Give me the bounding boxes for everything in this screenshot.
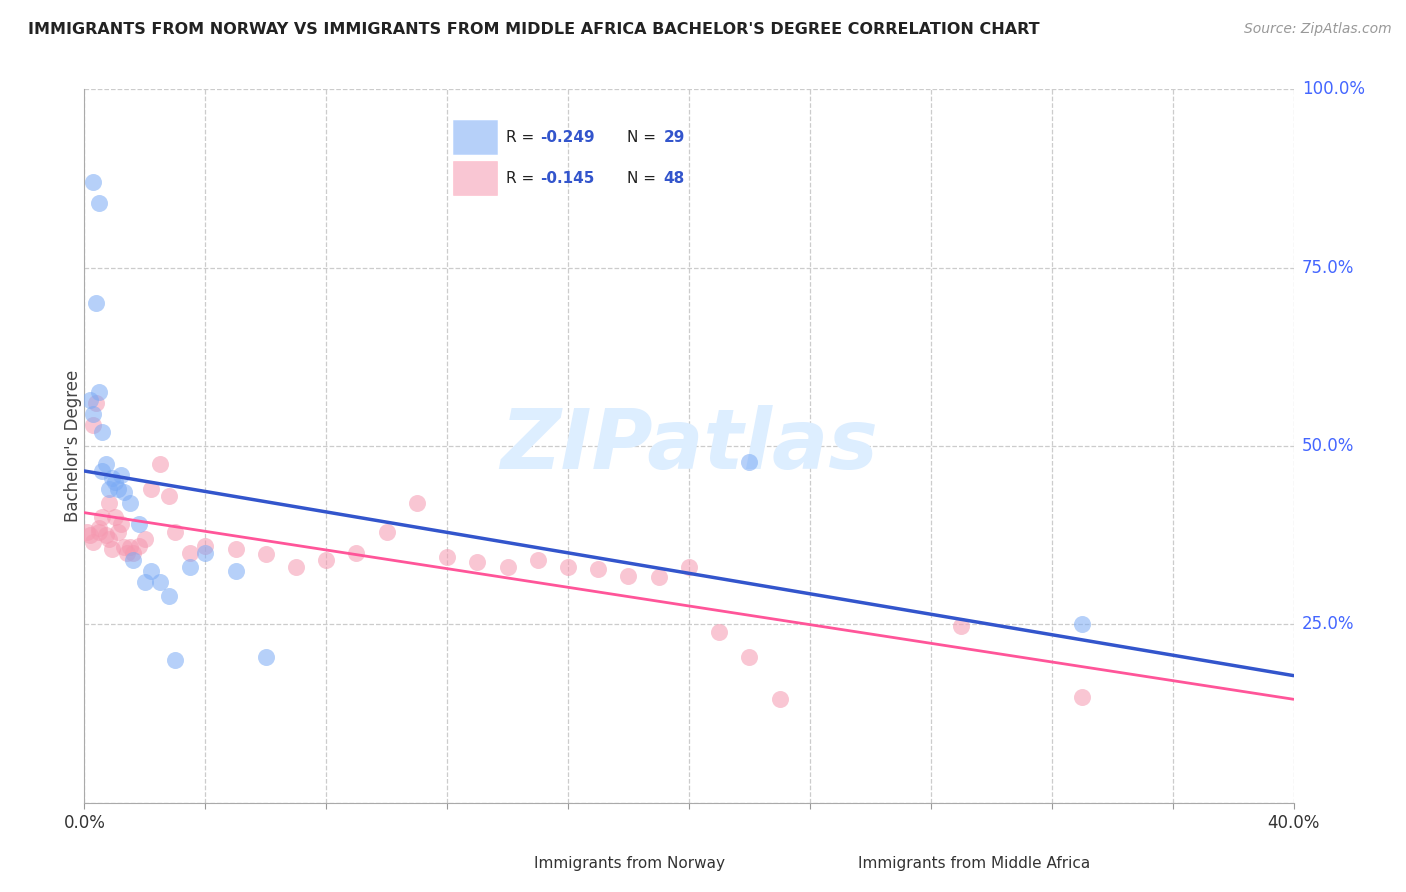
Point: [89, 521, 111, 535]
Point: [1071, 690, 1094, 705]
Point: [406, 496, 429, 510]
Point: [950, 619, 973, 633]
Point: [79, 392, 101, 407]
Point: [163, 524, 186, 539]
Point: [738, 649, 761, 664]
Y-axis label: Bachelor's Degree: Bachelor's Degree: [65, 370, 82, 522]
Text: 50.0%: 50.0%: [1302, 437, 1354, 455]
Point: [647, 570, 671, 584]
Point: [254, 649, 277, 664]
Point: [179, 546, 201, 560]
Point: [94, 528, 117, 542]
Point: [128, 539, 150, 553]
Point: [225, 564, 247, 578]
Point: [588, 562, 610, 576]
Point: [82, 407, 104, 421]
Text: -0.145: -0.145: [540, 171, 595, 186]
Point: [346, 546, 368, 560]
Point: [375, 524, 398, 539]
Point: [76, 524, 98, 539]
Point: [91, 425, 114, 439]
Point: [112, 541, 135, 555]
Point: [134, 574, 156, 589]
Point: [315, 553, 337, 567]
Point: [496, 560, 519, 574]
Point: [89, 524, 111, 539]
Point: [467, 555, 489, 569]
Point: [118, 541, 141, 555]
Point: [149, 457, 172, 471]
Point: [79, 528, 101, 542]
Point: [134, 532, 156, 546]
Point: [91, 464, 114, 478]
Point: [738, 455, 761, 469]
Point: [526, 553, 548, 567]
Point: [89, 196, 111, 211]
Point: [194, 539, 217, 553]
Point: [139, 482, 162, 496]
Text: R =: R =: [506, 130, 534, 145]
Point: [94, 457, 117, 471]
Point: [86, 396, 108, 410]
Text: N =: N =: [627, 171, 655, 186]
Point: [121, 553, 143, 567]
Point: [97, 482, 120, 496]
Point: [86, 296, 108, 310]
Text: 48: 48: [664, 171, 685, 186]
Point: [254, 548, 277, 562]
Point: [157, 589, 180, 603]
Point: [82, 175, 104, 189]
Point: [97, 532, 120, 546]
Point: [104, 475, 127, 489]
Point: [115, 546, 138, 560]
Text: Immigrants from Middle Africa: Immigrants from Middle Africa: [858, 855, 1090, 871]
Point: [121, 546, 143, 560]
Text: N =: N =: [627, 130, 655, 145]
Point: [769, 692, 792, 706]
Bar: [453, 120, 496, 154]
Point: [100, 542, 122, 557]
Point: [225, 542, 247, 557]
Point: [82, 535, 104, 549]
Point: [163, 653, 186, 667]
Point: [89, 385, 111, 400]
Point: [139, 564, 162, 578]
Text: -0.249: -0.249: [540, 130, 595, 145]
Bar: [453, 161, 496, 195]
Point: [107, 482, 129, 496]
Text: IMMIGRANTS FROM NORWAY VS IMMIGRANTS FROM MIDDLE AFRICA BACHELOR'S DEGREE CORREL: IMMIGRANTS FROM NORWAY VS IMMIGRANTS FRO…: [28, 22, 1040, 37]
Text: 29: 29: [664, 130, 685, 145]
Text: 75.0%: 75.0%: [1302, 259, 1354, 277]
Point: [157, 489, 180, 503]
Text: R =: R =: [506, 171, 534, 186]
Point: [91, 510, 114, 524]
Text: ZIPatlas: ZIPatlas: [501, 406, 877, 486]
Point: [149, 574, 172, 589]
Text: Immigrants from Norway: Immigrants from Norway: [534, 855, 725, 871]
Point: [557, 560, 579, 574]
Point: [104, 510, 127, 524]
Point: [709, 624, 731, 639]
Point: [82, 417, 104, 432]
Point: [617, 569, 640, 583]
Point: [194, 546, 217, 560]
Point: [97, 496, 120, 510]
Point: [118, 496, 141, 510]
Point: [284, 560, 308, 574]
Point: [100, 471, 122, 485]
Text: Source: ZipAtlas.com: Source: ZipAtlas.com: [1244, 22, 1392, 37]
Point: [1071, 617, 1094, 632]
Point: [112, 485, 135, 500]
Point: [436, 549, 458, 564]
Text: 100.0%: 100.0%: [1302, 80, 1365, 98]
Point: [678, 560, 700, 574]
Point: [107, 524, 129, 539]
Point: [128, 517, 150, 532]
Point: [110, 517, 132, 532]
Text: 25.0%: 25.0%: [1302, 615, 1354, 633]
Point: [179, 560, 201, 574]
Point: [110, 467, 132, 482]
